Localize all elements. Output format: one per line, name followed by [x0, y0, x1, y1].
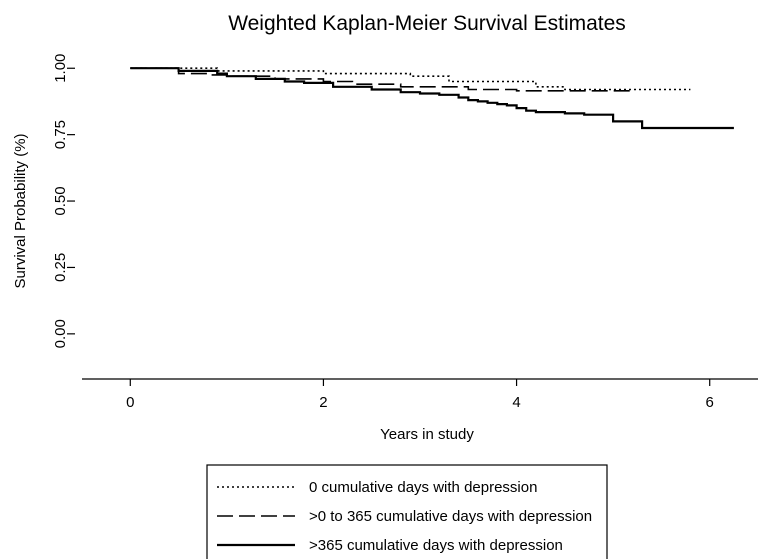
series-line-2	[130, 67, 633, 92]
y-axis-ticks: 0.00 0.25 0.50 0.75 1.00	[52, 54, 75, 348]
x-tick-label: 2	[319, 394, 327, 411]
y-axis-label: Survival Probability (%)	[12, 133, 29, 288]
legend-label-1: 0 cumulative days with depression	[309, 479, 537, 496]
x-tick-label: 0	[126, 394, 134, 411]
chart-title: Weighted Kaplan-Meier Survival Estimates	[228, 12, 626, 35]
y-tick-label: 0.25	[52, 253, 69, 282]
legend: 0 cumulative days with depression >0 to 3…	[217, 479, 592, 554]
x-tick-label: 6	[706, 394, 714, 411]
x-axis-ticks: 0 2 4 6	[126, 379, 714, 411]
legend-box	[206, 464, 608, 559]
x-tick-label: 4	[512, 394, 520, 411]
legend-label-2: >0 to 365 cumulative days with depressio…	[309, 508, 592, 525]
y-tick-label: 0.50	[52, 186, 69, 215]
y-tick-label: 0.00	[52, 319, 69, 348]
legend-label-3: >365 cumulative days with depression	[309, 537, 563, 554]
x-axis-label: Years in study	[380, 426, 474, 443]
y-tick-label: 0.75	[52, 120, 69, 149]
survival-curves	[130, 67, 734, 130]
series-line-3	[130, 67, 734, 130]
y-tick-label: 1.00	[52, 54, 69, 83]
